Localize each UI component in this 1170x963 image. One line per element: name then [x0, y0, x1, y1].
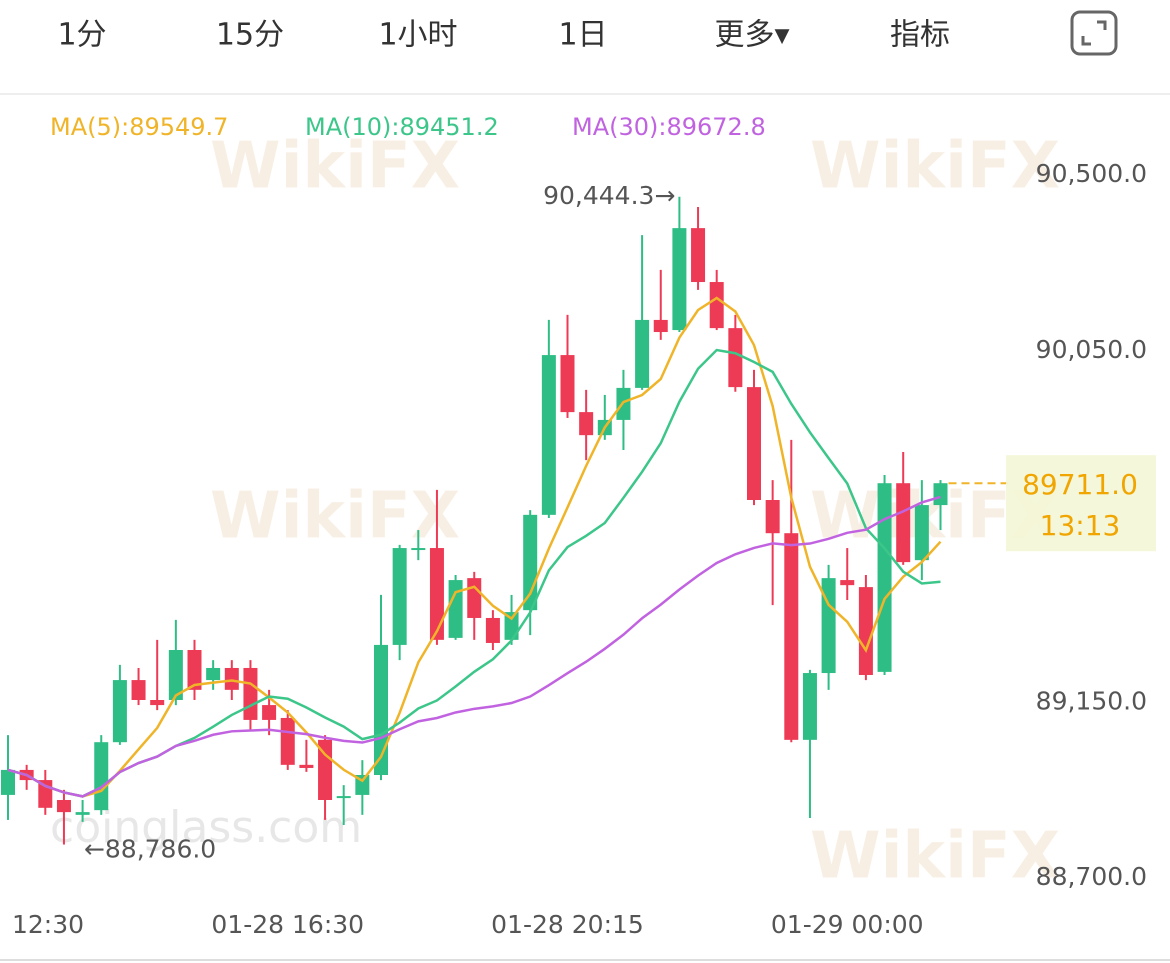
- candle-body: [485, 617, 500, 643]
- candle-body: [672, 228, 687, 331]
- candle-body: [914, 505, 929, 561]
- candle-body: [56, 800, 71, 813]
- candle-body: [280, 717, 295, 765]
- tab[interactable]: 1日: [558, 18, 607, 53]
- candle-body: [709, 282, 724, 329]
- tab[interactable]: 1小时: [378, 18, 457, 53]
- x-tick-label: 01-28 16:30: [211, 910, 364, 939]
- candles: [1, 196, 948, 845]
- candle-body: [579, 412, 594, 436]
- candle-body: [131, 680, 146, 700]
- candle-body: [504, 612, 519, 640]
- candle-body: [467, 578, 482, 618]
- watermark: WikiFX: [210, 480, 460, 554]
- candle-body: [728, 328, 743, 388]
- candle-body: [187, 650, 202, 690]
- candle-body: [635, 319, 650, 388]
- candle-body: [94, 742, 109, 811]
- candle-body: [318, 739, 333, 800]
- candle-body: [877, 483, 892, 672]
- y-tick-label: 88,700.0: [1036, 862, 1147, 891]
- candle-body: [802, 673, 817, 740]
- low-label: ←88,786.0: [84, 835, 216, 864]
- watermark: WikiFX: [810, 820, 1060, 894]
- candle-body: [168, 650, 183, 700]
- candle-body: [448, 580, 463, 638]
- ma-legend: MA(30):89672.8: [572, 113, 766, 141]
- tab[interactable]: 1分: [57, 18, 106, 53]
- candle-body: [896, 483, 911, 563]
- candle-body: [374, 644, 388, 775]
- x-tick-label: 12:30: [12, 910, 84, 939]
- candle-body: [747, 387, 761, 500]
- candle-body: [75, 812, 90, 815]
- candle-body: [765, 500, 780, 534]
- candle-body: [840, 580, 855, 586]
- watermark: WikiFX: [810, 130, 1060, 204]
- candle-body: [262, 705, 277, 720]
- candle-body: [560, 355, 575, 413]
- candle-body: [933, 483, 948, 506]
- candle-body: [784, 533, 799, 740]
- countdown: 13:13: [1040, 509, 1121, 542]
- candle-body: [858, 587, 873, 675]
- fullscreen-arrows: [1081, 20, 1107, 46]
- candle-body: [224, 667, 239, 690]
- candle-body: [1, 769, 15, 795]
- ma-line: [7, 495, 941, 798]
- fullscreen-icon[interactable]: [1070, 10, 1118, 56]
- candle-body: [392, 548, 407, 645]
- tab[interactable]: 15分: [216, 18, 284, 53]
- ma-legend: MA(5):89549.7: [50, 113, 228, 141]
- y-tick-label: 90,050.0: [1036, 335, 1147, 364]
- candle-body: [411, 548, 426, 551]
- candle-body: [541, 355, 556, 515]
- last-price-label: 89711.0: [1022, 468, 1138, 501]
- candle-body: [429, 548, 444, 640]
- x-tick-label: 01-29 00:00: [771, 910, 924, 939]
- high-label: 90,444.3→: [543, 181, 675, 210]
- ma-line: [7, 296, 942, 798]
- y-tick-label: 90,500.0: [1036, 159, 1147, 188]
- tab[interactable]: 指标: [890, 18, 950, 53]
- watermark: WikiFX: [210, 130, 460, 204]
- candle-body: [821, 578, 836, 674]
- candle-body: [523, 514, 538, 611]
- tab[interactable]: 更多▾: [714, 18, 789, 53]
- y-tick-label: 89,150.0: [1036, 686, 1147, 715]
- candle-body: [691, 228, 706, 283]
- candle-body: [150, 700, 165, 706]
- candle-body: [206, 667, 221, 681]
- ma-legend: MA(10):89451.2: [305, 113, 499, 141]
- last-price-box: [1006, 455, 1156, 552]
- x-tick-label: 01-28 20:15: [491, 910, 644, 939]
- candle-body: [243, 667, 258, 720]
- candle-body: [112, 680, 127, 743]
- candle-body: [299, 764, 314, 768]
- candle-body: [653, 319, 668, 333]
- candle-body: [336, 796, 351, 799]
